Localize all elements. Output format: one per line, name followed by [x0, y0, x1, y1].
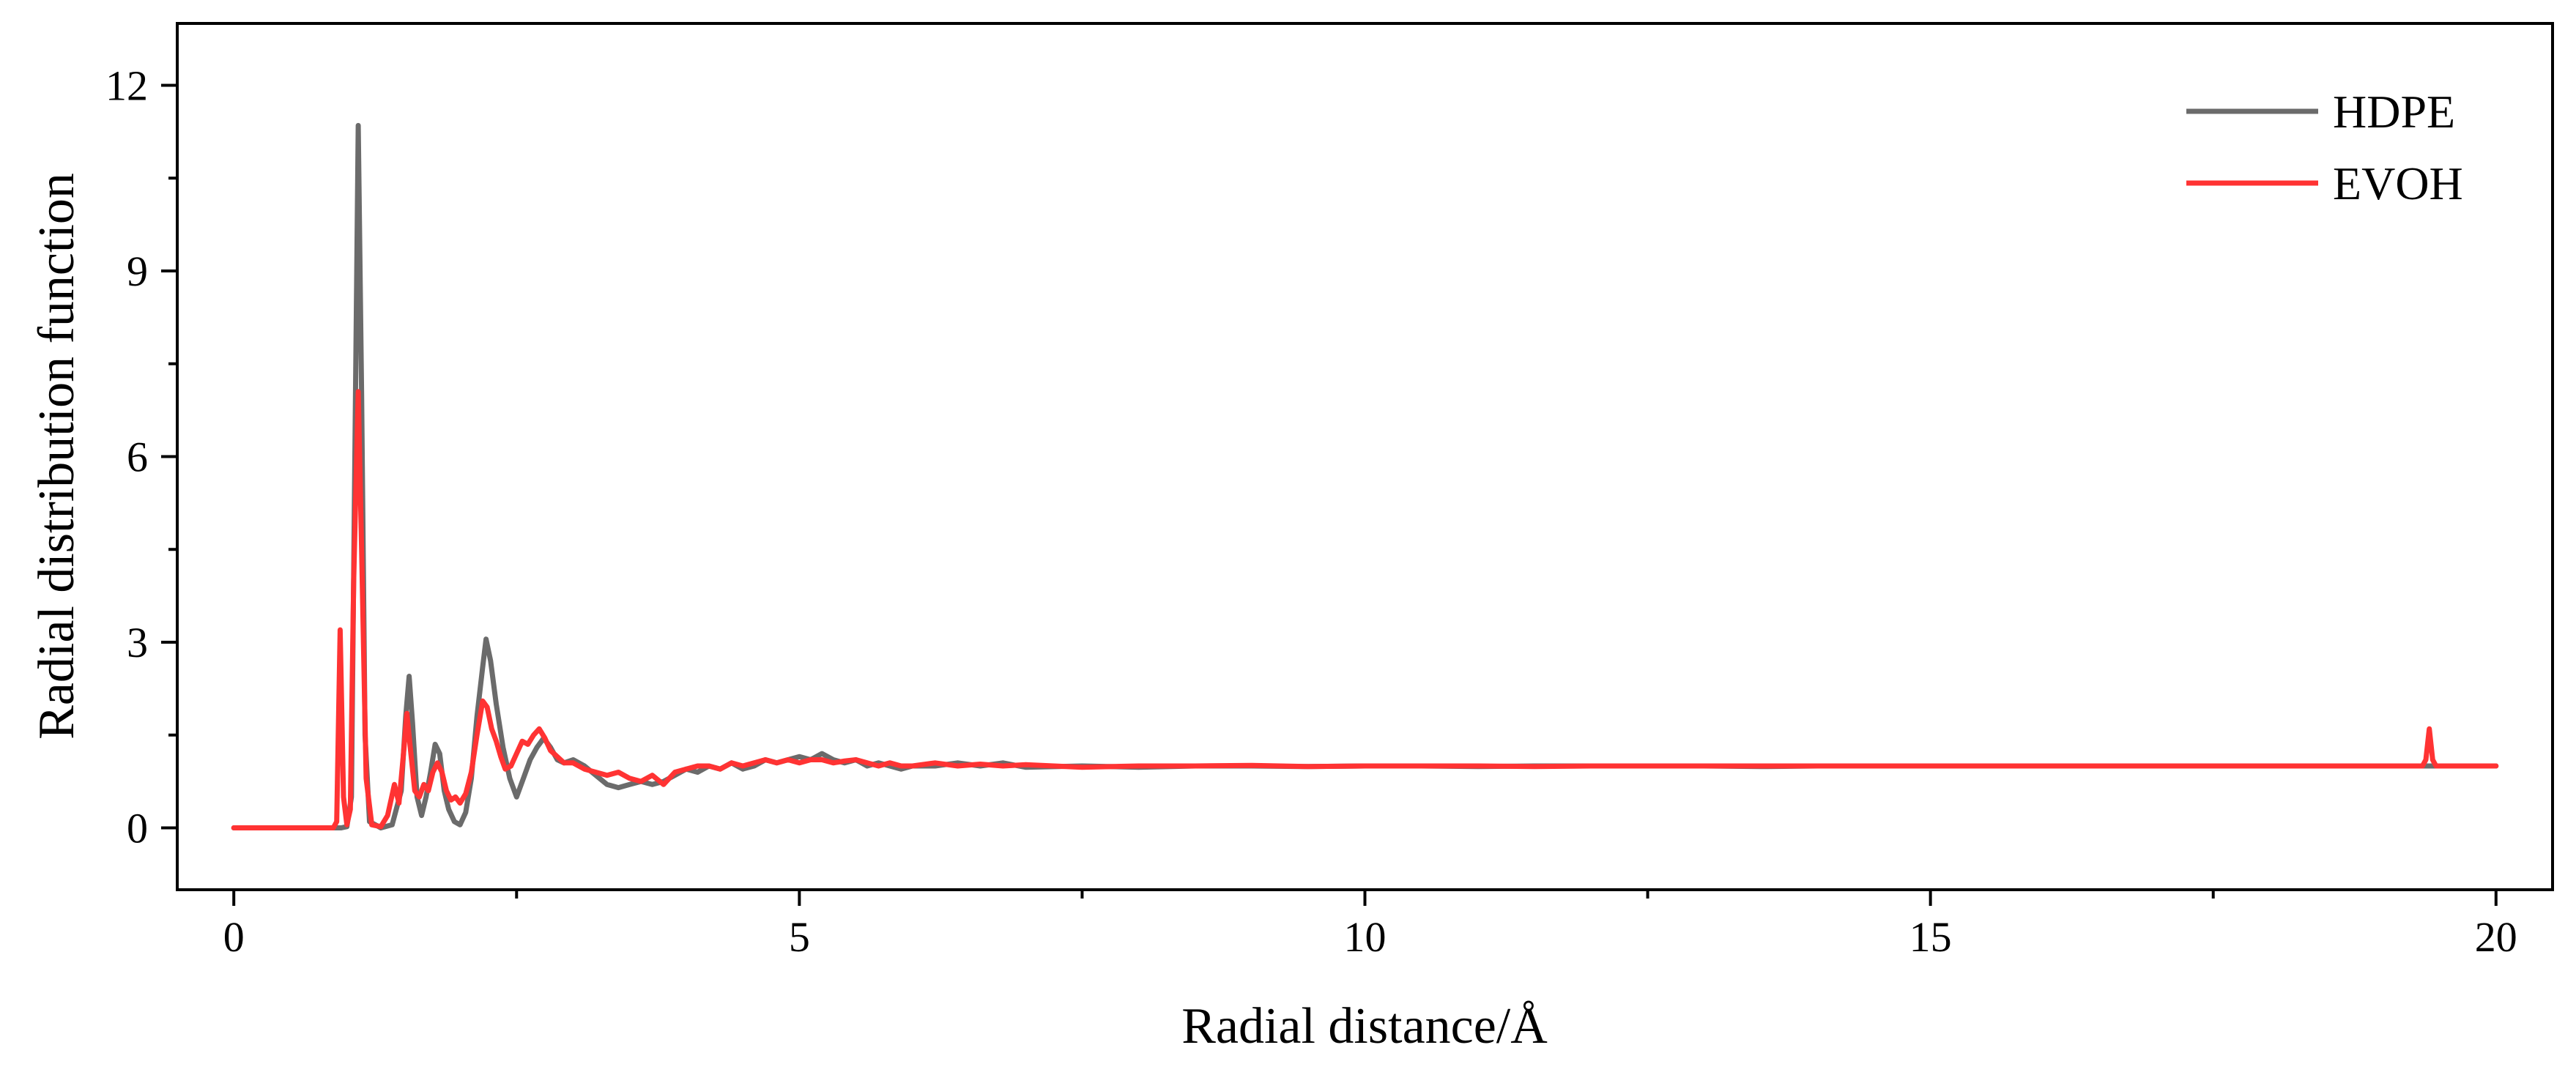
x-tick-label: 5 — [789, 913, 810, 961]
y-tick-label: 9 — [127, 248, 148, 295]
legend-label-hdpe: HDPE — [2333, 86, 2455, 138]
x-tick-label: 15 — [1909, 913, 1952, 961]
y-tick-label: 6 — [127, 434, 148, 481]
series-line-hdpe — [231, 122, 2499, 830]
y-axis-title: Radial distribution function — [29, 173, 85, 740]
y-tick-label: 12 — [105, 62, 148, 110]
y-tick-label: 3 — [127, 619, 148, 666]
plot-frame — [176, 22, 2554, 891]
x-tick-label: 0 — [223, 913, 245, 961]
x-axis-title: Radial distance/Å — [1181, 998, 1548, 1054]
axis-ticks — [161, 83, 2498, 906]
x-tick-label: 20 — [2475, 913, 2517, 961]
legend-label-evoh: EVOH — [2333, 157, 2463, 209]
x-tick-label: 10 — [1344, 913, 1387, 961]
legend: HDPE EVOH — [2186, 86, 2463, 209]
y-tick-label: 0 — [127, 805, 148, 852]
axis-tick-labels: 0 5 10 15 20 0 3 6 9 12 — [105, 62, 2517, 961]
series-line-evoh — [231, 389, 2499, 830]
series-layer — [231, 122, 2499, 830]
